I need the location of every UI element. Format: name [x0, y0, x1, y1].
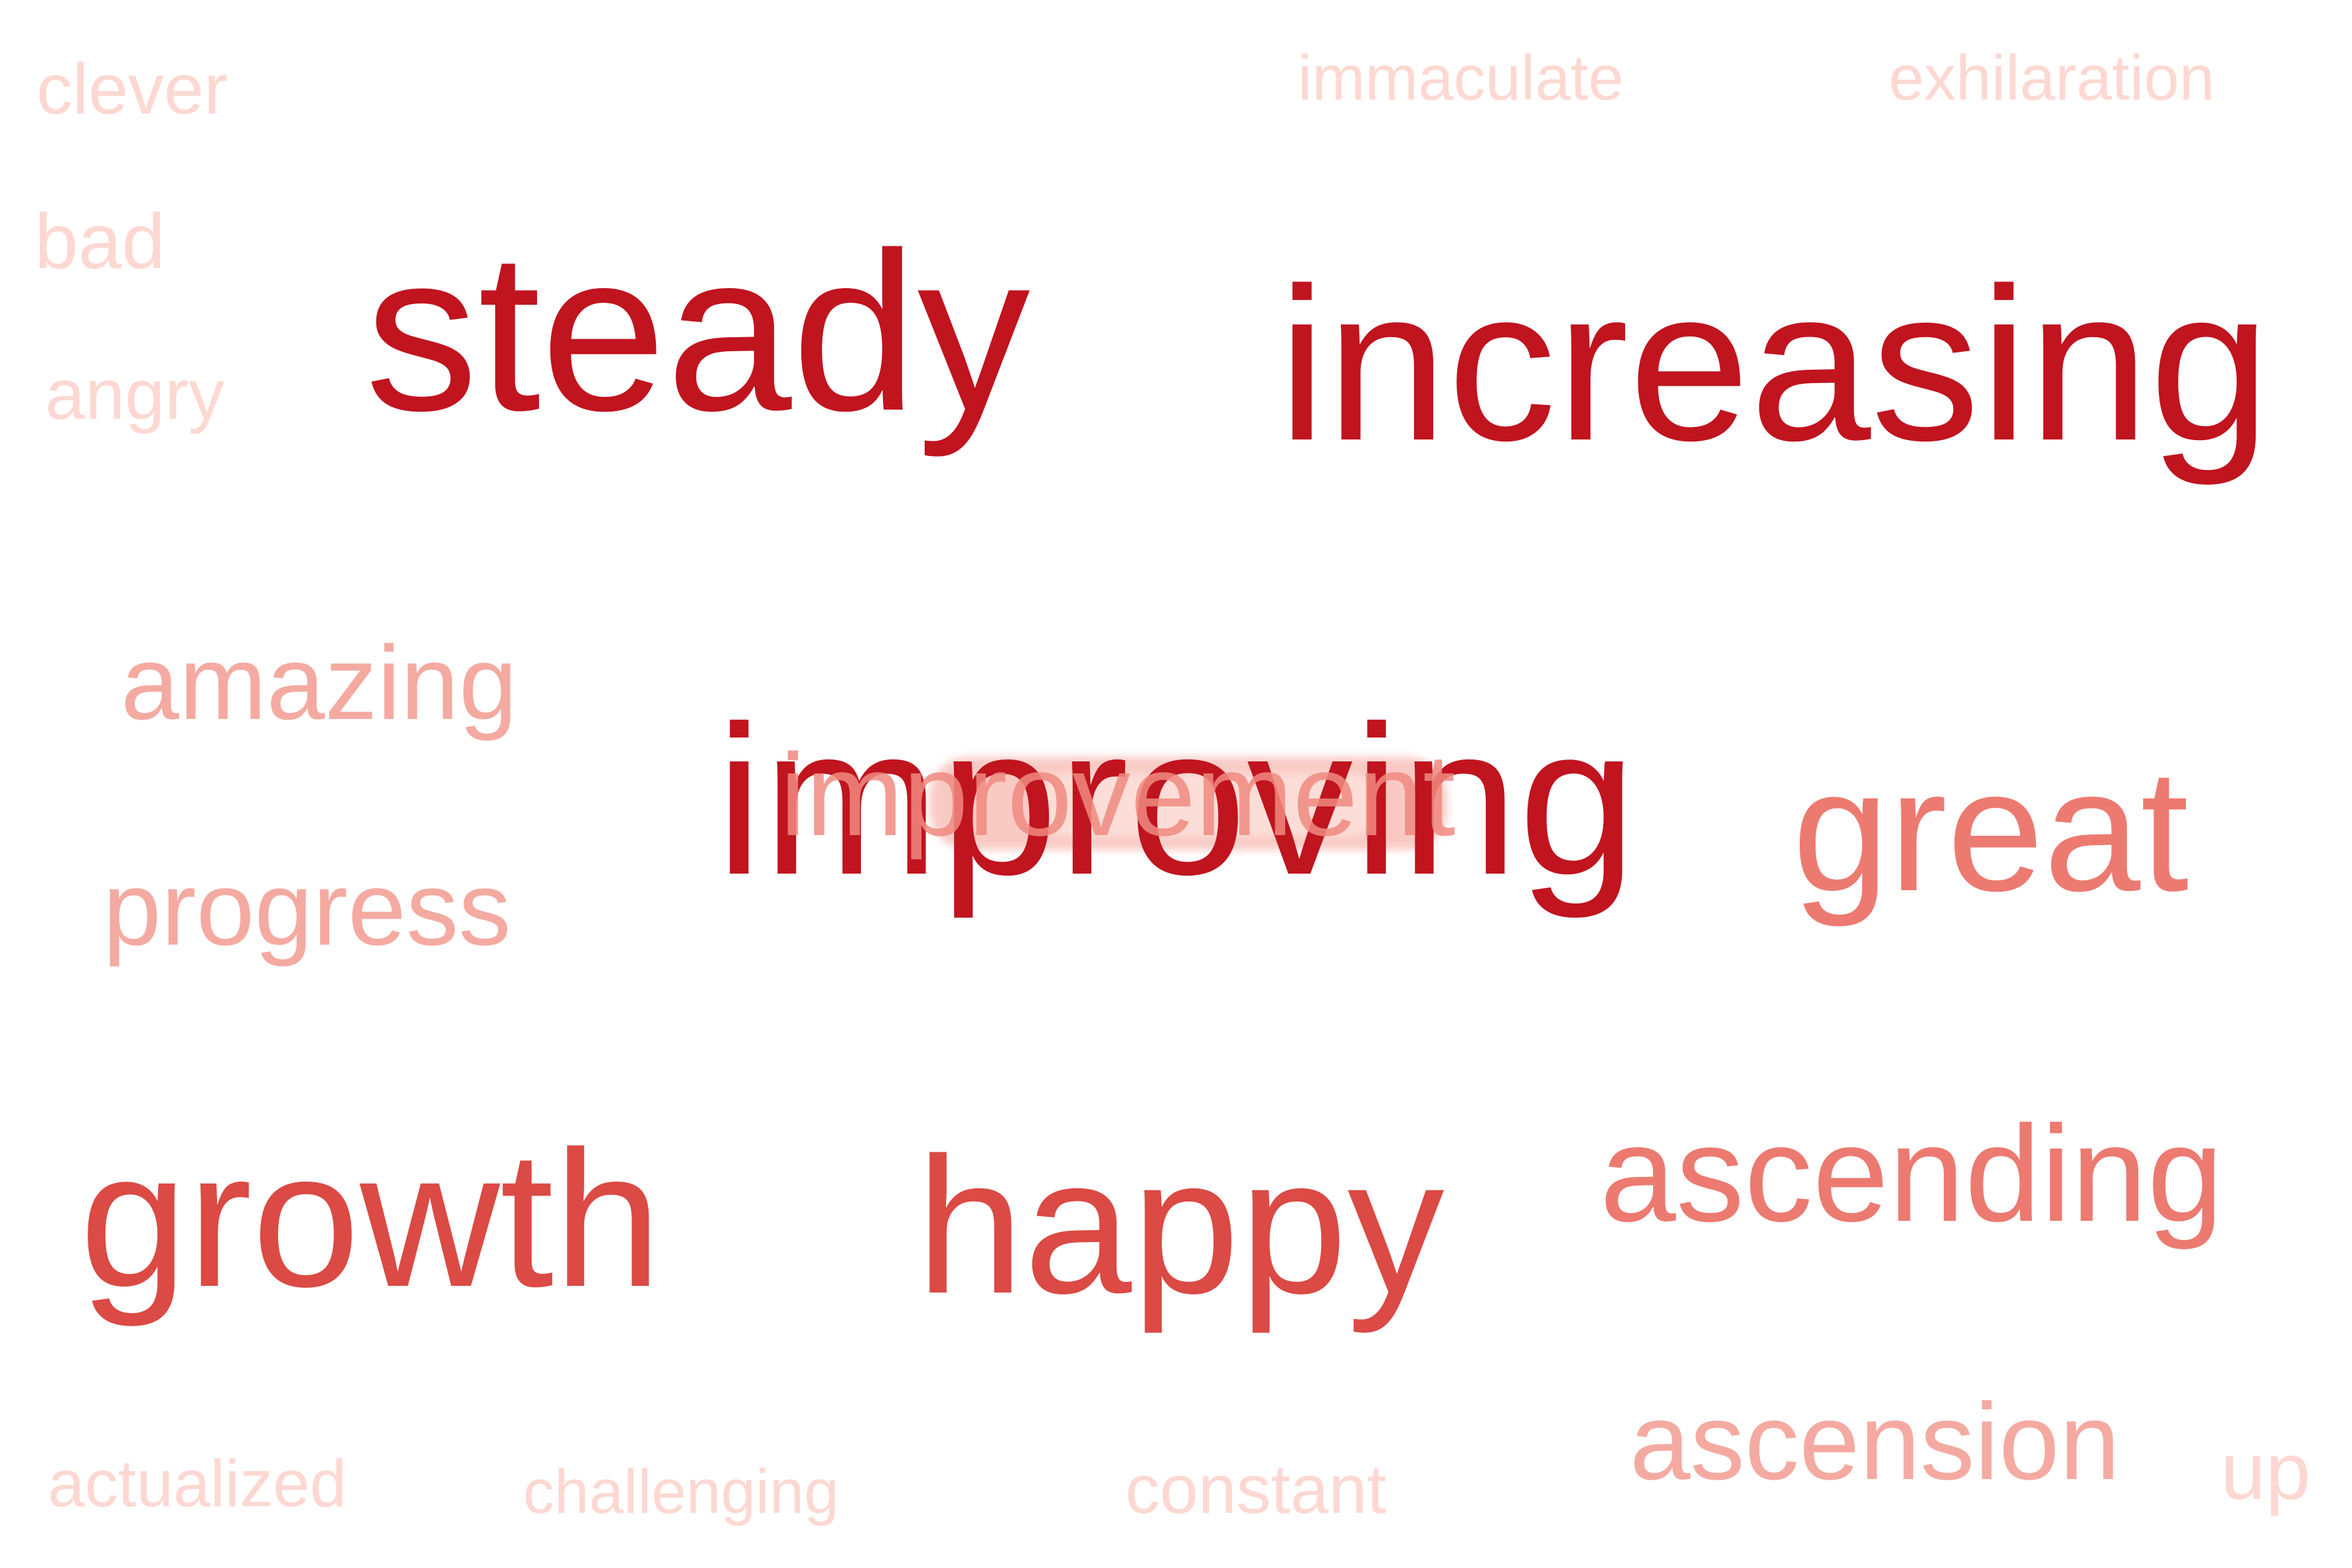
- word-increasing: increasing: [1278, 242, 2271, 486]
- word-actualized: actualized: [48, 1447, 347, 1521]
- word-clever: clever: [37, 48, 228, 129]
- word-amazing: amazing: [121, 625, 518, 742]
- word-exhilaration: exhilaration: [1889, 42, 2215, 114]
- word-ascension: ascension: [1630, 1381, 2120, 1502]
- word-great: great: [1792, 733, 2189, 927]
- word-up: up: [2221, 1426, 2311, 1516]
- word-happy: happy: [916, 1117, 1445, 1334]
- word-angry: angry: [45, 354, 225, 434]
- word-ascending: ascending: [1600, 1097, 2224, 1250]
- word-improving: improving: [716, 681, 1637, 919]
- word-immaculate: immaculate: [1298, 42, 1624, 114]
- word-constant: constant: [1125, 1451, 1387, 1528]
- overlap-cluster-core: [1036, 773, 1381, 836]
- word-growth: growth: [80, 1111, 662, 1327]
- word-challenging: challenging: [523, 1456, 839, 1526]
- word-improvement: improvement: [780, 730, 1456, 860]
- word-steady: steady: [365, 206, 1030, 458]
- word-bad: bad: [35, 198, 165, 285]
- word-progress: progress: [103, 850, 511, 967]
